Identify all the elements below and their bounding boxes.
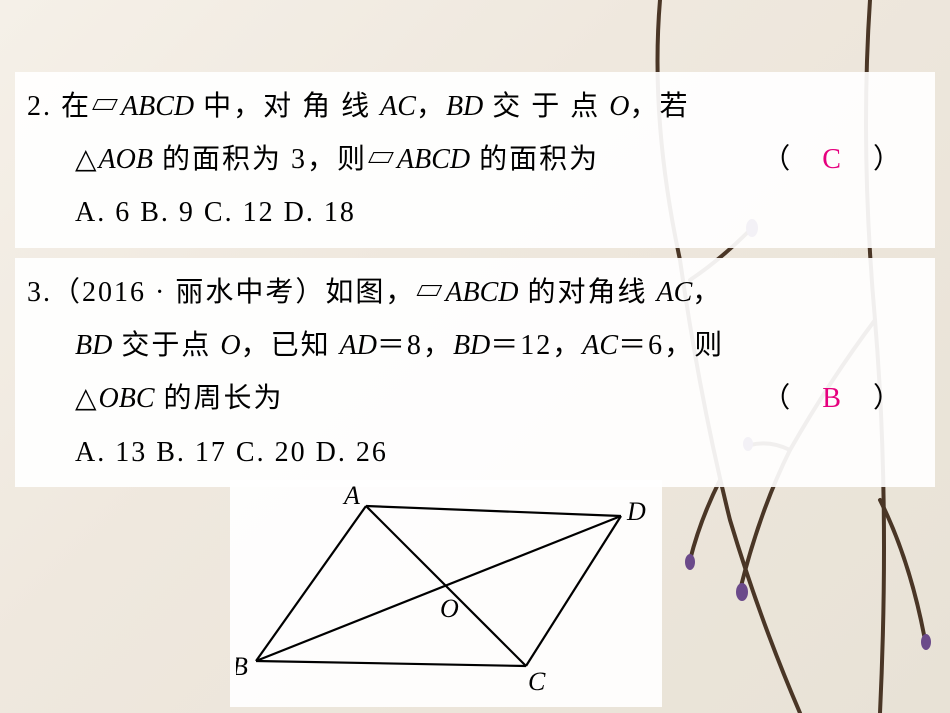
q2-opt-a: A. 6: [75, 197, 131, 228]
q3-line1: 3.（2016 · 丽水中考）如图，▱ABCD 的对角线 AC，: [27, 266, 923, 319]
question-2: 2. 在▱ABCD 中，对 角 线 AC，BD 交 于 点 O，若 △AOB 的…: [15, 72, 935, 248]
q3-line2: BD 交于点 O，已知 AD＝8，BD＝12，AC＝6，则: [27, 319, 923, 372]
q3-number: 3.: [27, 277, 52, 308]
svg-text:D: D: [626, 497, 646, 526]
parallelogram-diagram: A D B C O: [230, 480, 662, 707]
q3-options: A. 13 B. 17 C. 20 D. 26: [27, 426, 923, 479]
q3-line3: △OBC 的周长为 （ B ）: [27, 372, 923, 425]
q3-answer-paren: （ B ）: [762, 372, 903, 425]
q3-answer: B: [822, 383, 843, 414]
svg-text:B: B: [236, 652, 248, 681]
diagram-svg: A D B C O: [236, 486, 656, 696]
svg-text:C: C: [528, 667, 546, 696]
q2-answer-paren: （ C ）: [762, 133, 903, 186]
svg-text:A: A: [342, 486, 360, 510]
q3-opt-d: D. 26: [316, 437, 388, 468]
q2-number: 2.: [27, 91, 52, 122]
q2-opt-d: D. 18: [284, 197, 356, 228]
q3-opt-a: A. 13: [75, 437, 147, 468]
q2-opt-c: C. 12: [204, 197, 275, 228]
q2-line1: 2. 在▱ABCD 中，对 角 线 AC，BD 交 于 点 O，若: [27, 80, 923, 133]
q2-answer: C: [822, 144, 843, 175]
q2-options: A. 6 B. 9 C. 12 D. 18: [27, 186, 923, 239]
q2-opt-b: B. 9: [140, 197, 195, 228]
q3-opt-b: B. 17: [156, 437, 227, 468]
svg-text:O: O: [440, 594, 459, 623]
question-3: 3.（2016 · 丽水中考）如图，▱ABCD 的对角线 AC， BD 交于点 …: [15, 258, 935, 487]
q3-source: （2016 · 丽水中考）: [52, 277, 325, 308]
q3-opt-c: C. 20: [236, 437, 307, 468]
q2-line2: △AOB 的面积为 3，则▱ABCD 的面积为 （ C ）: [27, 133, 923, 186]
